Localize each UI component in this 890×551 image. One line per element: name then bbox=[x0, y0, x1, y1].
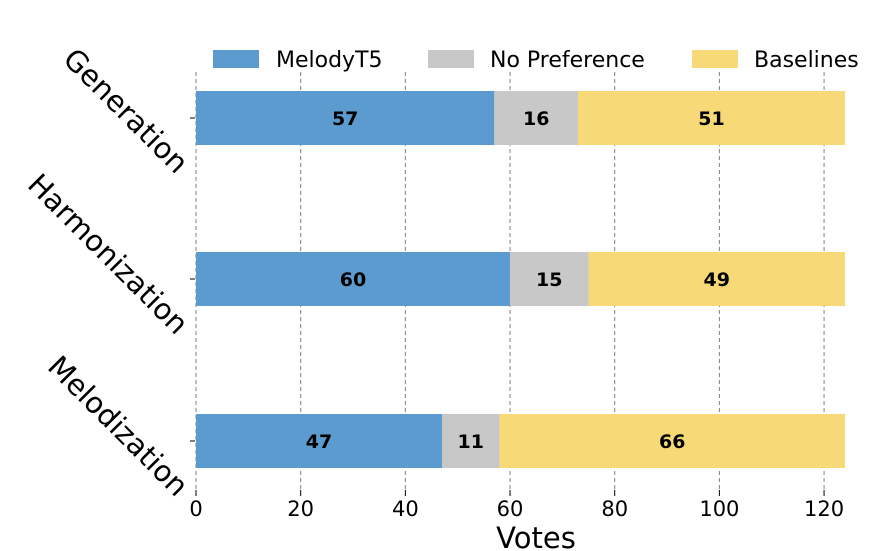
legend-label-no-preference: No Preference bbox=[490, 48, 645, 73]
bars: 57 16 51 60 15 49 47 11 66 bbox=[196, 91, 845, 468]
category-label-generation: Generation bbox=[57, 42, 195, 180]
bar-value-label: 60 bbox=[340, 269, 366, 291]
category-label-harmonization: Harmonization bbox=[21, 167, 195, 341]
legend-label-melodyt5: MelodyT5 bbox=[276, 48, 383, 73]
bar-melodization-baselines bbox=[499, 414, 845, 468]
bar-value-label: 57 bbox=[332, 108, 358, 130]
x-tick-label-120: 120 bbox=[804, 497, 844, 521]
x-tick-label-60: 60 bbox=[497, 497, 524, 521]
x-axis-title: Votes bbox=[496, 521, 576, 551]
bar-value-label: 51 bbox=[698, 108, 724, 130]
bar-value-label: 16 bbox=[523, 108, 549, 130]
bar-value-label: 49 bbox=[704, 269, 730, 291]
x-axis: 0 20 40 60 80 100 120 bbox=[189, 490, 844, 521]
category-label-melodization: Melodization bbox=[41, 349, 195, 503]
bar-value-label: 66 bbox=[659, 431, 685, 453]
bar-harmonization-no-preference bbox=[510, 252, 589, 306]
bar-harmonization-baselines bbox=[588, 252, 845, 306]
legend: MelodyT5 No Preference Baselines bbox=[213, 48, 859, 73]
x-tick-label-80: 80 bbox=[601, 497, 628, 521]
x-tick-label-20: 20 bbox=[287, 497, 314, 521]
bar-generation-no-preference bbox=[494, 91, 579, 145]
x-tick-label-100: 100 bbox=[699, 497, 739, 521]
x-tick-label-0: 0 bbox=[189, 497, 202, 521]
bar-harmonization-melodyt5 bbox=[196, 252, 511, 306]
x-tick-label-40: 40 bbox=[392, 497, 419, 521]
bar-value-label: 15 bbox=[536, 269, 562, 291]
bar-value-label: 47 bbox=[306, 431, 332, 453]
bar-generation-baselines bbox=[578, 91, 845, 145]
legend-swatch-melodyt5 bbox=[213, 50, 259, 68]
legend-swatch-baselines bbox=[692, 50, 738, 68]
bar-value-label: 11 bbox=[458, 431, 484, 453]
y-axis-ticks bbox=[190, 117, 195, 442]
bar-generation-melodyt5 bbox=[196, 91, 495, 145]
bar-melodization-no-preference bbox=[441, 414, 500, 468]
legend-swatch-no-preference bbox=[428, 50, 474, 68]
legend-label-baselines: Baselines bbox=[754, 48, 859, 73]
bar-melodization-melodyt5 bbox=[196, 414, 442, 468]
